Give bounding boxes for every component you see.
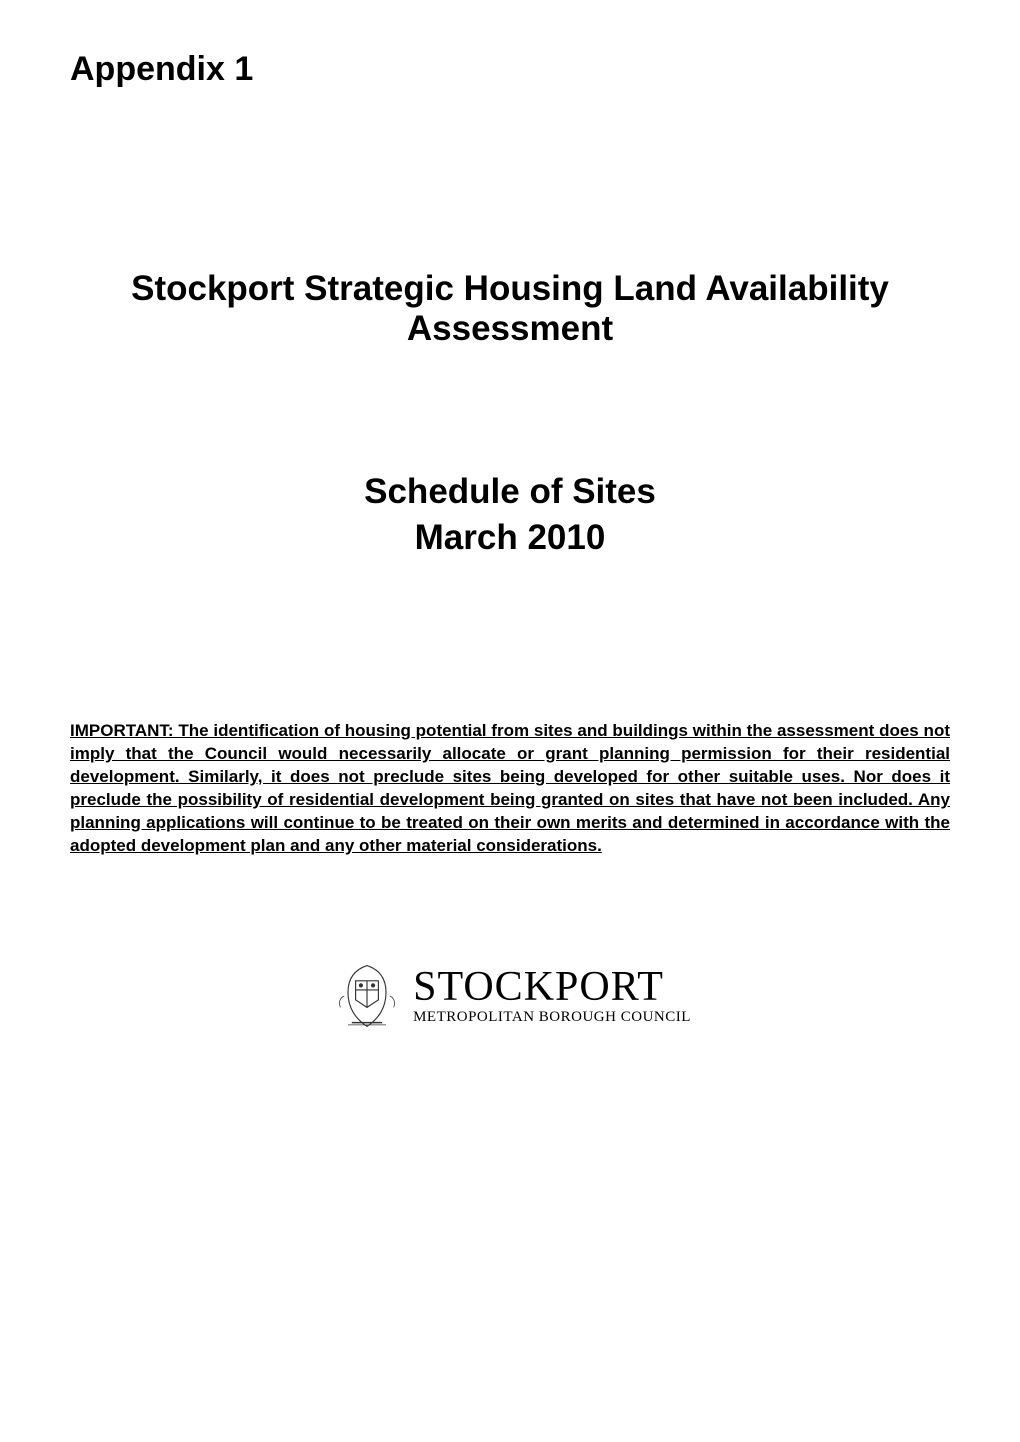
subtitle-line-2: March 2010 — [70, 515, 950, 561]
council-crest-icon — [329, 958, 405, 1034]
logo-organization-subtitle: METROPOLITAN BOROUGH COUNCIL — [413, 1010, 691, 1025]
council-logo: STOCKPORT METROPOLITAN BOROUGH COUNCIL — [329, 958, 691, 1034]
logo-organization-name: STOCKPORT — [413, 966, 664, 1008]
appendix-title: Appendix 1 — [70, 50, 950, 89]
important-notice-text: IMPORTANT: The identification of housing… — [70, 720, 950, 858]
logo-text-block: STOCKPORT METROPOLITAN BOROUGH COUNCIL — [413, 966, 691, 1025]
subtitle-block: Schedule of Sites March 2010 — [70, 469, 950, 560]
document-main-title: Stockport Strategic Housing Land Availab… — [70, 269, 950, 349]
logo-container: STOCKPORT METROPOLITAN BOROUGH COUNCIL — [70, 958, 950, 1039]
subtitle-line-1: Schedule of Sites — [70, 469, 950, 515]
